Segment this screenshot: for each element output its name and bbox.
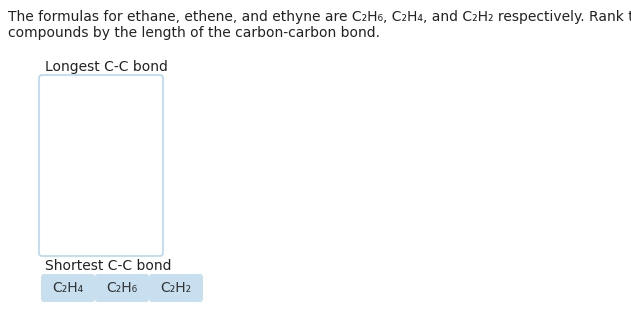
FancyBboxPatch shape	[39, 75, 163, 256]
FancyBboxPatch shape	[149, 274, 203, 302]
Text: C₂H₂: C₂H₂	[160, 281, 192, 295]
FancyBboxPatch shape	[95, 274, 149, 302]
FancyBboxPatch shape	[41, 274, 95, 302]
Text: The formulas for ethane, ethene, and ethyne are C₂H₆, C₂H₄, and C₂H₂ respectivel: The formulas for ethane, ethene, and eth…	[8, 10, 631, 24]
Text: C₂H₄: C₂H₄	[52, 281, 84, 295]
Text: C₂H₆: C₂H₆	[107, 281, 138, 295]
Text: compounds by the length of the carbon-carbon bond.: compounds by the length of the carbon-ca…	[8, 26, 380, 40]
Text: Shortest C-C bond: Shortest C-C bond	[45, 259, 172, 273]
Text: Longest C-C bond: Longest C-C bond	[45, 60, 168, 74]
